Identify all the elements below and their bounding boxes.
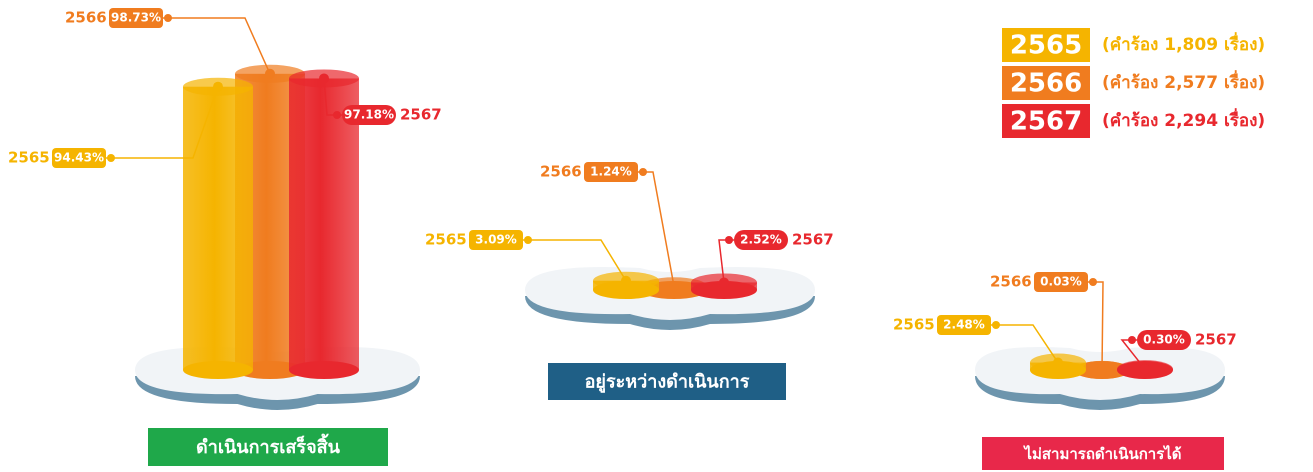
callout-year: 2565 <box>893 316 935 334</box>
callout-dot <box>1089 278 1097 286</box>
callout-year: 2567 <box>792 231 834 249</box>
callout-value: 3.09% <box>475 233 517 247</box>
callout-dot <box>719 277 729 287</box>
callout-dot <box>524 236 532 244</box>
chart-title: ดำเนินการเสร็จสิ้น <box>196 433 341 458</box>
callout-value: 98.73% <box>111 11 161 25</box>
callout-dot <box>213 82 223 92</box>
chart: 2565 2.48% 2566 0.03% 0.30% 2567 ไม่สามารถดำเน… <box>893 272 1237 470</box>
callout-dot <box>164 14 172 22</box>
callout-dot <box>639 168 647 176</box>
callout-dot <box>107 154 115 162</box>
legend-text: (คำร้อง 2,577 เรื่อง) <box>1102 70 1265 93</box>
legend-text: (คำร้อง 2,294 เรื่อง) <box>1102 108 1265 131</box>
callout-dot <box>1128 336 1136 344</box>
callout-year: 2565 <box>425 231 467 249</box>
callout-year: 2566 <box>990 273 1032 291</box>
callout-line <box>163 18 270 74</box>
chart: 2565 3.09% 2566 1.24% 2.52% 2567 อยู่ระหว่างดำ… <box>425 162 834 400</box>
callout-dot <box>265 69 275 79</box>
legend-year: 2566 <box>1010 69 1082 99</box>
callout-year: 2567 <box>400 106 442 124</box>
callout-dot <box>621 276 631 286</box>
callout-dot <box>992 321 1000 329</box>
legend-text: (คำร้อง 1,809 เรื่อง) <box>1102 32 1265 55</box>
callout-dot <box>1140 364 1150 374</box>
callout-value: 2.52% <box>740 233 782 247</box>
callout-value: 94.43% <box>54 151 104 165</box>
cylinder <box>183 87 253 370</box>
chart: 2565 94.43% 2566 98.73% 97.18% 2567 ดำเนินการเ… <box>8 8 442 466</box>
callout-dot <box>1053 358 1063 368</box>
callout-value: 1.24% <box>590 165 632 179</box>
callout-dot <box>669 281 679 291</box>
callout-value: 97.18% <box>344 108 394 122</box>
callout-dot <box>1097 365 1107 375</box>
legend-year: 2565 <box>1010 31 1082 61</box>
callout-value: 0.03% <box>1040 275 1082 289</box>
callout-value: 0.30% <box>1143 333 1185 347</box>
callout-year: 2566 <box>65 9 107 27</box>
infographic: 2565 94.43% 2566 98.73% 97.18% 2567 ดำเนินการเ… <box>0 0 1313 472</box>
callout-year: 2565 <box>8 149 50 167</box>
legend-year: 2567 <box>1010 107 1082 137</box>
chart-title: อยู่ระหว่างดำเนินการ <box>585 372 750 394</box>
callout-dot <box>725 236 733 244</box>
chart-title: ไม่สามารถดำเนินการได้ <box>1022 444 1181 463</box>
callout-year: 2566 <box>540 163 582 181</box>
callout-year: 2567 <box>1195 331 1237 349</box>
callout-dot <box>319 73 329 83</box>
callout-dot <box>333 111 341 119</box>
callout-value: 2.48% <box>943 318 985 332</box>
